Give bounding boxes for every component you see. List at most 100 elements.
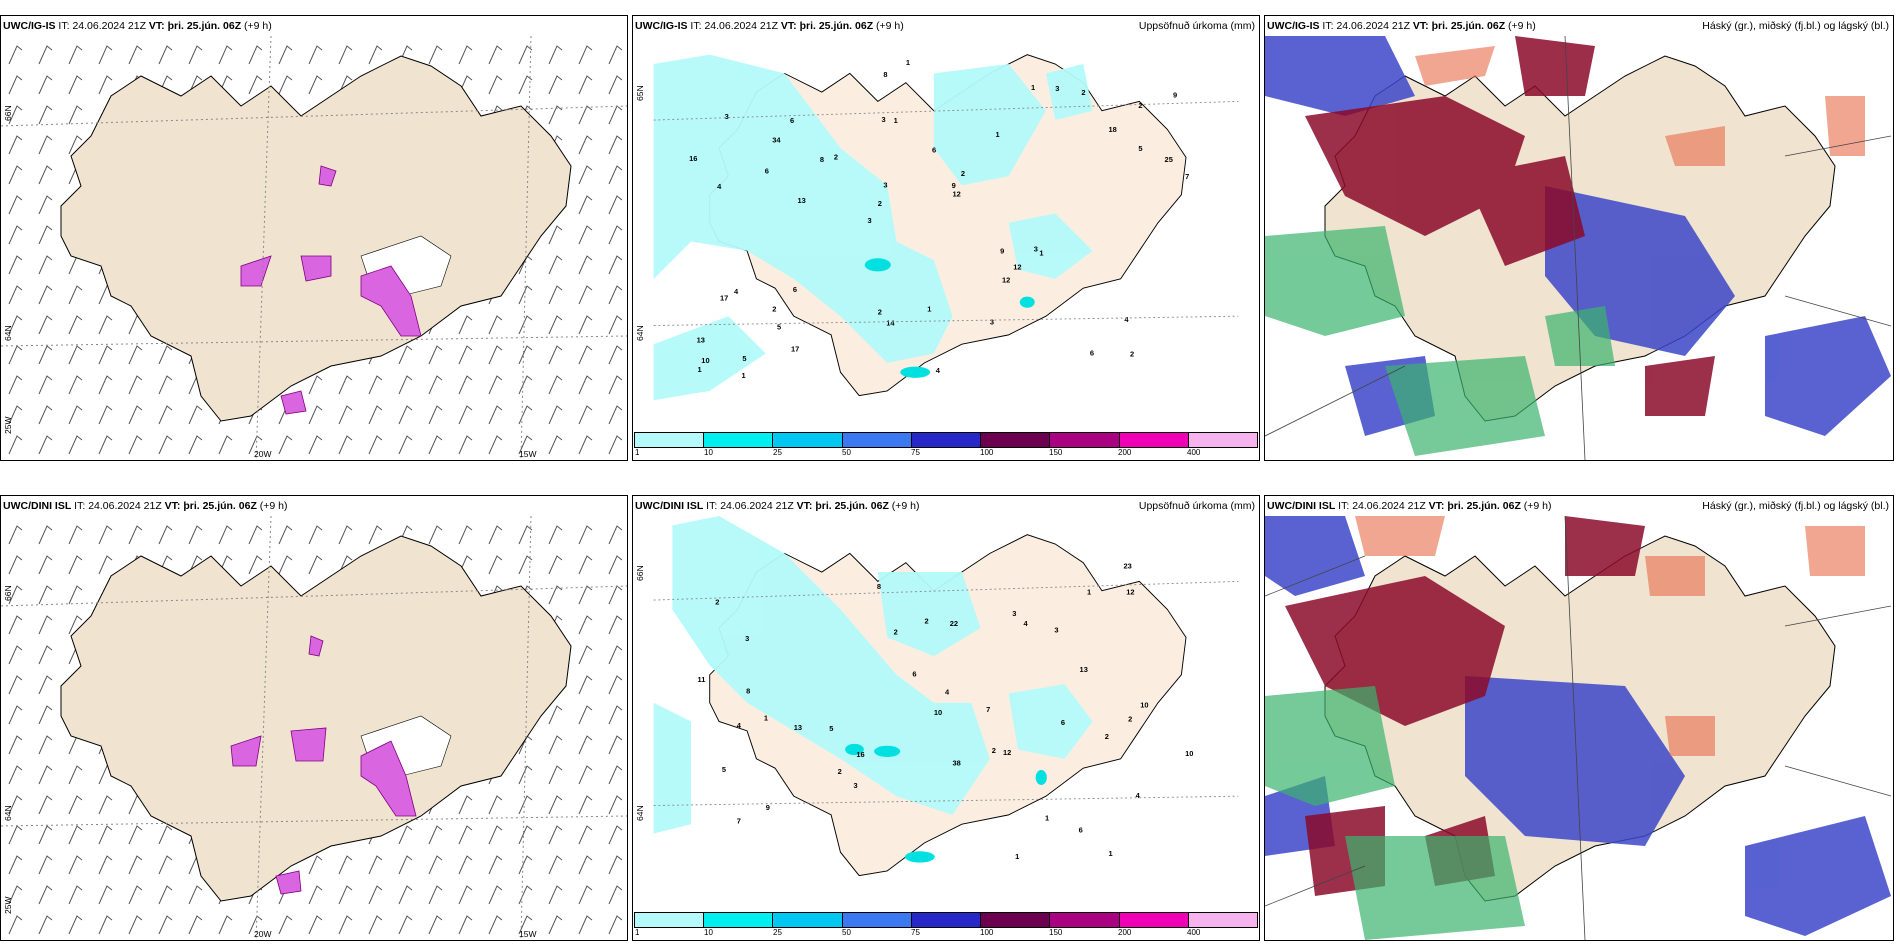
precip-value-label: 1	[1039, 248, 1043, 257]
wind-barb	[608, 705, 623, 725]
legend-swatch	[981, 913, 1051, 927]
legend-swatch	[1119, 433, 1189, 447]
wind-barb	[8, 315, 23, 335]
wind-barb	[38, 135, 53, 155]
wind-barb	[578, 915, 593, 935]
wind-barb	[488, 525, 503, 545]
wind-barb	[98, 375, 113, 395]
legend-swatches	[634, 912, 1258, 928]
wind-barb	[68, 285, 83, 305]
legend-tick: 1	[635, 448, 640, 457]
wind-barb	[608, 285, 623, 305]
wind-barb	[38, 915, 53, 935]
wind-barb	[608, 345, 623, 365]
precip-value-label: 4	[717, 182, 722, 191]
wind-barb	[68, 375, 83, 395]
precip-value-label: 6	[765, 166, 769, 175]
wind-barb	[98, 525, 113, 545]
wind-barb	[8, 345, 23, 365]
wind-barb	[8, 675, 23, 695]
precip-value-label: 2	[838, 767, 842, 776]
precip-value-label: 2	[925, 616, 929, 625]
legend-swatch	[635, 913, 705, 927]
cloud-cover-map	[1265, 36, 1891, 460]
legend-tick: 400	[1187, 448, 1201, 457]
wind-barb	[548, 705, 563, 725]
wind-barb	[188, 915, 203, 935]
cloud-edges	[1415, 46, 1865, 166]
legend-swatch	[911, 433, 982, 447]
wind-barb	[548, 435, 563, 455]
wind-barb	[128, 45, 143, 65]
wind-barb	[338, 885, 353, 905]
wind-barb	[578, 735, 593, 755]
wind-barb	[428, 915, 443, 935]
wind-barb	[128, 435, 143, 455]
precip-value-label: 2	[992, 746, 996, 755]
precip-value-label: 13	[794, 723, 802, 732]
wind-barb	[608, 255, 623, 275]
wind-barb	[8, 255, 23, 275]
precip-value-label: 2	[878, 199, 882, 208]
wind-barb	[458, 855, 473, 875]
wind-barb	[158, 405, 173, 425]
panel-header: UWC/DINI ISL IT: 24.06.2024 21Z VT: þri.…	[1267, 500, 1552, 512]
precip-value-label: 2	[1128, 714, 1132, 723]
precip-value-label: 1	[698, 365, 702, 374]
precip-value-label: 11	[698, 675, 706, 684]
wind-barb	[578, 825, 593, 845]
wind-barb	[338, 75, 353, 95]
wind-barb	[38, 435, 53, 455]
legend-ticks: 1 10 25 50 75 100 150 200 400	[634, 928, 1258, 938]
wind-barb	[98, 345, 113, 365]
wind-barb	[428, 405, 443, 425]
wind-barb	[98, 435, 113, 455]
wind-barb	[608, 675, 623, 695]
wind-barb	[38, 735, 53, 755]
wind-barb	[98, 315, 113, 335]
wind-barb	[128, 375, 143, 395]
wind-barb	[8, 855, 23, 875]
wind-barb	[488, 435, 503, 455]
wind-barb	[368, 405, 383, 425]
wind-barb	[308, 75, 323, 95]
wind-barb-map	[1, 36, 627, 460]
wind-barb	[38, 405, 53, 425]
legend-swatch	[911, 913, 982, 927]
wind-barb	[8, 555, 23, 575]
legend-tick: 50	[842, 928, 851, 937]
wind-barb	[8, 885, 23, 905]
wind-barb	[608, 195, 623, 215]
wind-barb	[68, 615, 83, 635]
precip-value-label: 9	[1173, 91, 1177, 100]
wind-barb	[548, 285, 563, 305]
precip-value-label: 3	[1034, 245, 1038, 254]
wind-barb	[98, 915, 113, 935]
lat-label-65n: 65N	[635, 85, 645, 101]
precip-value-label: 4	[1124, 315, 1129, 324]
mid-clouds	[1305, 36, 1715, 416]
precip-value-label: 6	[932, 146, 936, 155]
wind-barb	[158, 885, 173, 905]
wind-barb	[278, 525, 293, 545]
wind-barb	[578, 255, 593, 275]
panel-header: UWC/IG-IS IT: 24.06.2024 21Z VT: þri. 25…	[635, 20, 904, 32]
wind-barb	[488, 855, 503, 875]
wind-barb	[8, 135, 23, 155]
precip-value-label: 10	[1185, 749, 1193, 758]
precip-value-label: 1	[1015, 852, 1019, 861]
wind-barb	[368, 525, 383, 545]
wind-barb	[518, 45, 533, 65]
legend-tick: 25	[773, 928, 782, 937]
precip-value-label: 9	[766, 803, 770, 812]
wind-barb	[338, 855, 353, 875]
legend-tick: 10	[704, 448, 713, 457]
wind-barb	[338, 435, 353, 455]
lon-label-20w: 20W	[254, 449, 272, 459]
wind-barb	[608, 315, 623, 335]
wind-barb	[398, 825, 413, 845]
legend-swatch	[704, 433, 774, 447]
wind-barb	[608, 615, 623, 635]
wind-barb	[458, 795, 473, 815]
